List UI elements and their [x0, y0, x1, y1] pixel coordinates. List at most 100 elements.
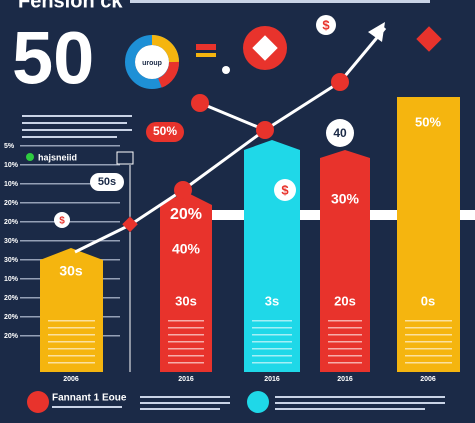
text-line: [168, 320, 204, 322]
y-axis-label: 5%: [4, 143, 15, 150]
text-line: [20, 221, 120, 223]
icon: [222, 66, 230, 74]
y-axis-label: 10%: [4, 276, 19, 283]
y-axis-label: 20%: [4, 200, 19, 207]
x-label: 2016: [264, 376, 280, 383]
currency: $: [322, 17, 330, 32]
text-line: [20, 145, 120, 147]
text-line: [168, 327, 204, 329]
trend-line: [74, 27, 387, 254]
text-line: [405, 320, 452, 322]
y-axis-label: 20%: [4, 295, 19, 302]
bar-label: 20s: [334, 293, 356, 308]
donut: [125, 35, 179, 89]
text-line: [48, 362, 95, 364]
text-line: [168, 341, 204, 343]
currency: $: [59, 216, 65, 227]
text-line: [328, 320, 362, 322]
band: [160, 210, 475, 220]
text-line: [405, 355, 452, 357]
text-line: [405, 348, 452, 350]
icon: [252, 35, 278, 61]
text-line: [405, 327, 452, 329]
text-line: [328, 327, 362, 329]
icon: [27, 391, 49, 413]
bar-label: 40%: [172, 241, 201, 257]
bar: [397, 97, 460, 372]
text-line: [48, 348, 95, 350]
text-line: [48, 327, 95, 329]
icon: [316, 15, 336, 35]
bar-label: 30s: [175, 293, 197, 308]
bar: [244, 140, 300, 372]
bar-label: 30%: [331, 191, 360, 207]
text-line: [168, 355, 204, 357]
bar-label: 50%: [415, 114, 441, 129]
y-axis-label: 20%: [4, 333, 19, 340]
text-line: [252, 334, 292, 336]
text-line: [328, 348, 362, 350]
text-line: [20, 164, 120, 166]
text-line: [252, 327, 292, 329]
icon: [54, 212, 70, 228]
text-line: [48, 334, 95, 336]
diamond: [416, 26, 442, 52]
callout: [326, 119, 354, 147]
donut-label: uroup: [142, 60, 162, 67]
text-line: [48, 341, 95, 343]
text-block: [22, 115, 132, 138]
bar-label: 20%: [170, 206, 202, 223]
callout-label: 50%: [153, 124, 177, 138]
trend-line: [199, 101, 266, 132]
title: Fension ck: [18, 0, 123, 12]
text-line: [48, 320, 95, 322]
x-label: 2006: [63, 376, 79, 383]
callout-label: 50s: [98, 176, 116, 188]
text-line: [52, 406, 122, 408]
text-line: [252, 348, 292, 350]
bar-label: 3s: [265, 293, 279, 308]
currency: $: [281, 182, 289, 197]
text-line: [328, 362, 362, 364]
text-line: [328, 355, 362, 357]
y-axis-label: 10%: [4, 181, 19, 188]
text-line: [252, 362, 292, 364]
text-line: [168, 334, 204, 336]
callout: [146, 122, 184, 142]
bar-label: 30s: [59, 263, 83, 279]
icon: [247, 391, 269, 413]
x-label: 2016: [178, 376, 194, 383]
footer-label: Fannant 1 Eoue: [52, 393, 127, 404]
y-axis-label: 20%: [4, 314, 19, 321]
arrowhead: [368, 22, 385, 42]
x-label: 2006: [420, 376, 436, 383]
legend-dot: [26, 153, 34, 161]
text-line: [48, 355, 95, 357]
text-line: [252, 341, 292, 343]
text-line: [328, 341, 362, 343]
bar-label: 0s: [421, 293, 435, 308]
bar: [320, 150, 370, 372]
text-line: [168, 362, 204, 364]
text-line: [405, 341, 452, 343]
y-axis-label: 30%: [4, 238, 19, 245]
text-line: [405, 334, 452, 336]
text-line: [20, 202, 120, 204]
y-axis-label: 20%: [4, 219, 19, 226]
text-line: [20, 240, 120, 242]
text-block: [140, 396, 445, 410]
frame: [116, 151, 134, 165]
callout-label: 40: [333, 126, 347, 140]
swatch: [196, 44, 216, 50]
text-line: [252, 355, 292, 357]
text-line: [405, 362, 452, 364]
callout: [90, 173, 124, 191]
legend: hajsneiid: [38, 152, 77, 162]
nodes: [122, 73, 349, 233]
x-label: 2016: [337, 376, 353, 383]
headline: 50: [12, 17, 94, 100]
text-line: [168, 348, 204, 350]
icon: [274, 179, 296, 201]
title-rule: [130, 0, 430, 3]
